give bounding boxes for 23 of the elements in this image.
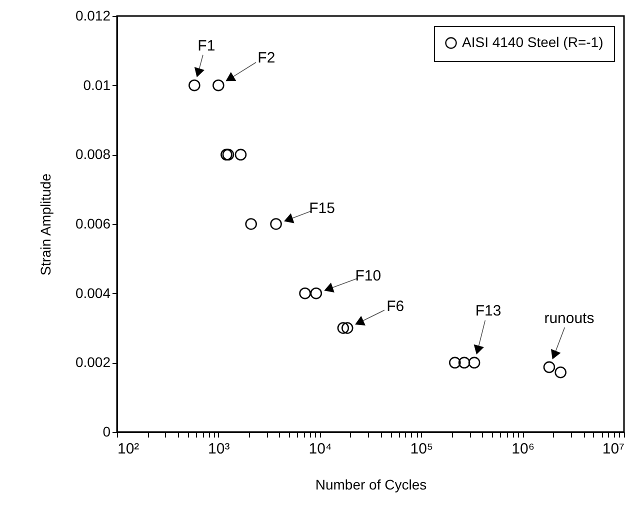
x-tick-label: 10⁷	[602, 440, 624, 458]
y-tick-label: 0.004	[75, 284, 111, 301]
y-tick-label: 0.01	[83, 76, 111, 93]
y-tick-label: 0.008	[75, 146, 111, 162]
y-tick-label: 0.006	[75, 216, 111, 232]
y-axis-title: Strain Amplitude	[37, 173, 54, 276]
x-axis-title: Number of Cycles	[315, 476, 427, 492]
y-tick-label: 0.012	[75, 8, 111, 24]
annotation: F13	[475, 302, 502, 320]
x-tick-label: 10³	[208, 440, 230, 458]
x-tick-label: 10²	[118, 440, 140, 458]
x-tick-label: 10⁶	[512, 440, 535, 458]
y-tick-label: 0.002	[75, 354, 111, 370]
annotation: F6	[386, 298, 404, 315]
legend-label: AISI 4140 Steel (R=-1)	[462, 34, 604, 50]
x-tick-label: 10⁴	[308, 440, 332, 458]
y-tick-label: 0	[102, 424, 111, 440]
annotation: F15	[309, 200, 335, 217]
annotation: F1	[198, 37, 216, 54]
x-tick-label: 10⁵	[410, 440, 434, 458]
annotation: runouts	[544, 310, 594, 328]
annotation: F10	[355, 267, 382, 284]
annotation: F2	[258, 49, 276, 66]
